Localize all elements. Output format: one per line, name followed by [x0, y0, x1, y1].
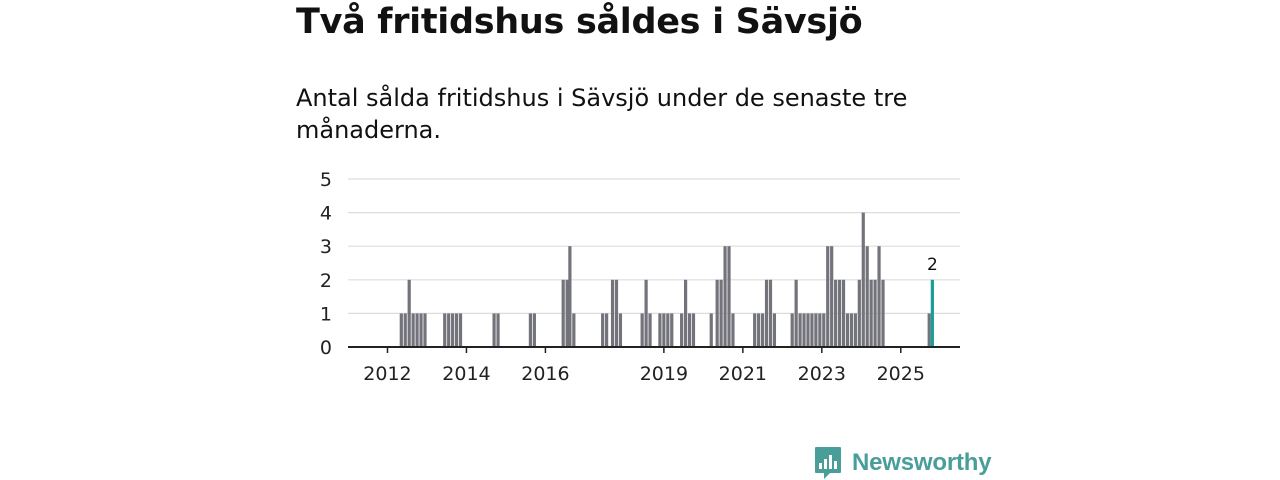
- x-tick-label: 2021: [719, 363, 767, 385]
- bar: [869, 279, 873, 347]
- x-tick-label: 2025: [877, 363, 925, 385]
- bar: [826, 246, 830, 347]
- bar: [572, 313, 576, 347]
- annotations: 2: [927, 255, 938, 275]
- bar: [814, 313, 818, 347]
- bar: [610, 279, 615, 347]
- bar: [496, 313, 500, 347]
- x-tick-label: 2023: [798, 363, 846, 385]
- bar: [760, 313, 765, 347]
- y-tick-labels: 0 1 2 3 4 5: [320, 169, 332, 359]
- bar: [849, 313, 854, 347]
- brand-name: Newsworthy: [852, 449, 992, 476]
- bar: [790, 313, 794, 347]
- y-tick-label: 1: [320, 303, 332, 325]
- x-tick-label: 2016: [521, 363, 569, 385]
- bar: [691, 313, 696, 347]
- bar: [830, 246, 834, 347]
- bar: [618, 313, 623, 347]
- bar: [419, 313, 423, 347]
- x-tick-label: 2012: [363, 363, 411, 385]
- bar: [881, 279, 885, 347]
- bar: [865, 246, 869, 347]
- page-title: Två fritidshus såldes i Sävsjö: [296, 2, 863, 42]
- bar: [723, 246, 727, 347]
- bar: [454, 313, 459, 347]
- bar: [806, 313, 810, 347]
- y-tick-label: 0: [320, 337, 332, 359]
- bar: [423, 313, 427, 347]
- bar: [447, 313, 451, 347]
- bar: [532, 313, 536, 347]
- bar: [670, 313, 674, 347]
- bar: [841, 279, 846, 347]
- bar: [458, 313, 463, 347]
- bar: [415, 313, 419, 347]
- bar: [834, 279, 838, 347]
- bar: [403, 313, 407, 347]
- bar: [680, 313, 684, 347]
- bar: [644, 279, 648, 347]
- bar: [798, 313, 802, 347]
- bar: [837, 279, 842, 347]
- x-tick-label: 2019: [640, 363, 688, 385]
- x-tick-label: 2014: [442, 363, 490, 385]
- bar: [768, 279, 773, 347]
- newsworthy-logo-icon: [815, 447, 841, 479]
- bar: [794, 279, 798, 347]
- bar: [861, 212, 865, 347]
- bar: [683, 279, 688, 347]
- bar: [709, 313, 713, 347]
- bar: [528, 313, 533, 347]
- bar: [727, 246, 731, 347]
- bar: [601, 313, 605, 347]
- bar: [845, 313, 850, 347]
- bars: [399, 212, 934, 347]
- bar: [853, 313, 857, 347]
- bar: [443, 313, 447, 347]
- bar: [927, 313, 931, 347]
- bar: [411, 313, 415, 347]
- bar: [561, 279, 565, 347]
- y-tick-label: 4: [320, 203, 332, 225]
- chart-subtitle: Antal sålda fritidshus i Sävsjö under de…: [296, 84, 908, 144]
- highlight-value-label: 2: [927, 255, 938, 275]
- bar: [492, 313, 496, 347]
- y-tick-label: 5: [320, 169, 332, 191]
- bar: [731, 313, 735, 347]
- bar: [399, 313, 403, 347]
- bar: [648, 313, 652, 347]
- bar: [451, 313, 455, 347]
- x-axis: 2012 2014 2016 2019 2021 2023 2025: [348, 346, 960, 385]
- y-tick-label: 2: [320, 270, 332, 292]
- bar: [857, 279, 861, 347]
- bar: [687, 313, 692, 347]
- bar: [715, 279, 719, 347]
- bar: [873, 279, 877, 347]
- bar: [810, 313, 814, 347]
- bar: [565, 279, 569, 347]
- bar: [614, 279, 619, 347]
- bar: [662, 313, 666, 347]
- bar: [407, 279, 411, 347]
- newsworthy-logo[interactable]: Newsworthy: [814, 446, 992, 480]
- bar: [764, 279, 769, 347]
- bar: [818, 313, 822, 347]
- bar: [658, 313, 662, 347]
- bar: [877, 246, 881, 347]
- bar: [666, 313, 670, 347]
- bar: [772, 313, 777, 347]
- bar: [802, 313, 806, 347]
- bar: [640, 313, 644, 347]
- bar: [568, 246, 572, 347]
- bar-chart: 0 1 2 3 4 5 2012 2014 2016 2019 2021 2023 2025 2: [320, 169, 960, 385]
- bar: [822, 313, 826, 347]
- y-tick-label: 3: [320, 236, 332, 258]
- bar: [605, 313, 609, 347]
- bar: [753, 313, 757, 347]
- highlight-bar: [930, 279, 934, 347]
- bar: [757, 313, 761, 347]
- bar: [719, 279, 723, 347]
